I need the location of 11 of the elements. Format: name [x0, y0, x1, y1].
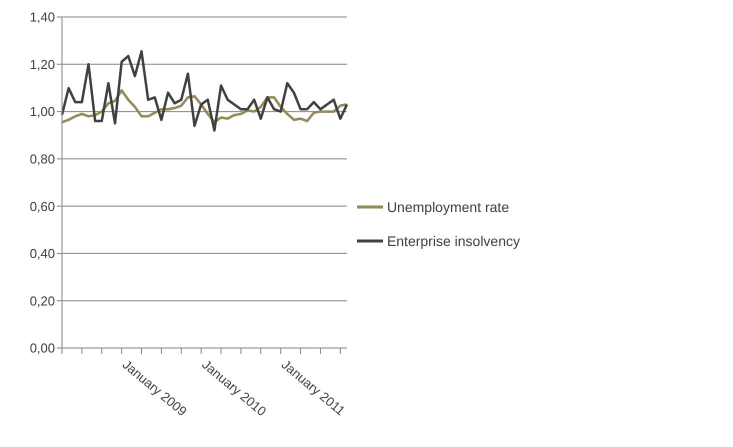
y-tick-label: 1,40 [30, 10, 55, 25]
y-tick-label: 1,00 [30, 104, 55, 120]
legend-label: Enterprise insolvency [386, 232, 520, 251]
line-series [60, 50, 348, 132]
y-tick-label: 0,00 [30, 340, 55, 356]
y-tick-label: 1,20 [30, 56, 55, 72]
legend-label: Unemployment rate [386, 198, 510, 217]
y-tick-label: 0,40 [30, 246, 55, 262]
y-tick-label: 0,80 [30, 151, 55, 166]
y-tick-label: 0,20 [30, 293, 55, 308]
y-tick-label: 0,60 [30, 198, 55, 214]
